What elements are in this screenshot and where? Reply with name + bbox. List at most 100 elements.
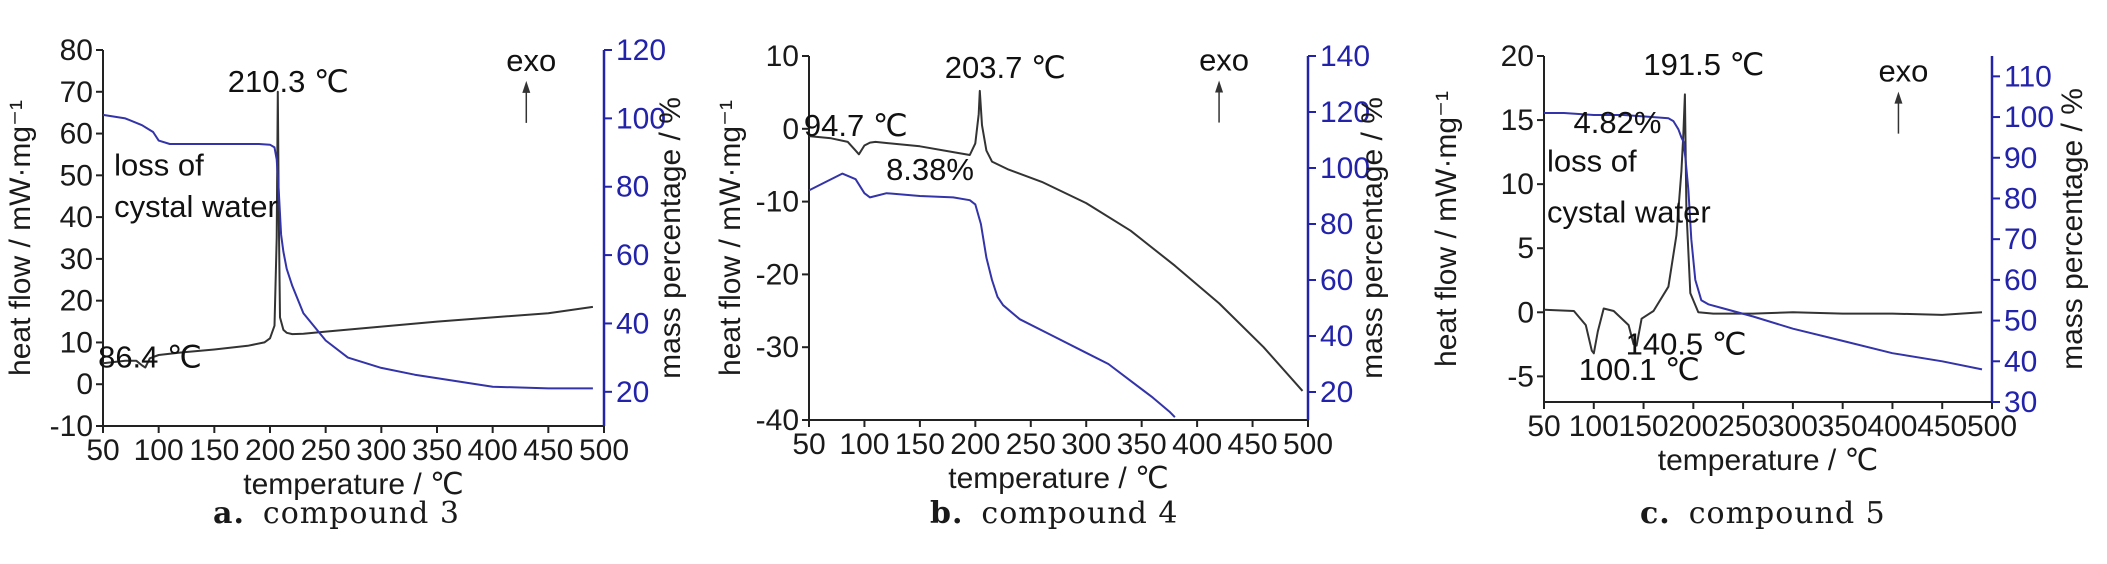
annotation-label: exo <box>1878 54 1928 89</box>
caption-text-a: compound 3 <box>262 496 460 531</box>
chart-panel-b: 50 100 150 200 250 300 350 400 450 500 -40 -30 -20 -1… <box>700 0 1400 564</box>
annotation-label: 203.7 ℃ <box>945 50 1066 85</box>
y-tick-label: -10 <box>50 410 93 443</box>
annotation-label: 100.1 ℃ <box>1579 352 1700 387</box>
x-tick-label: 200 <box>245 434 295 467</box>
y-tick-label: 15 <box>1501 104 1534 137</box>
y-right-tick-label: 40 <box>1320 320 1353 353</box>
y-right-tick-label: 80 <box>2004 182 2037 215</box>
annotation-label: 210.3 ℃ <box>228 64 349 99</box>
y-tick-label: 40 <box>60 201 93 234</box>
y-tick-label: -30 <box>756 331 799 364</box>
annotation-label: 94.7 ℃ <box>804 108 908 143</box>
exo-arrowhead-icon <box>522 80 531 93</box>
y-tick-label: 0 <box>782 113 799 146</box>
x-tick-label: 400 <box>1867 410 1917 443</box>
chart-c-svg: 50 100 150 200 250 300 350 400 450 500-5051015203… <box>1430 40 2089 477</box>
x-axis-label: temperature / ℃ <box>948 462 1168 495</box>
y-right-tick-label: 80 <box>616 171 649 204</box>
y-right-tick-label: 100 <box>1320 152 1370 185</box>
x-tick-label: 150 <box>1619 410 1669 443</box>
annotation-label: 4.82% <box>1574 105 1662 140</box>
caption-c: c. compound 5 <box>1640 496 1886 531</box>
y-tick-label: 10 <box>1501 168 1534 201</box>
y-tick-label: 10 <box>60 326 93 359</box>
y-right-tick-label: 100 <box>2004 101 2054 134</box>
annotation-label: 8.38% <box>886 152 974 187</box>
y-axis-label: heat flow / mW·mg⁻¹ <box>1430 91 1463 367</box>
y-right-axis-label: mass percentage / % <box>1356 97 1389 379</box>
y-right-tick-label: 110 <box>2004 60 2052 93</box>
x-tick-label: 450 <box>1228 428 1278 461</box>
x-tick-label: 500 <box>1283 428 1333 461</box>
dsc-heat-flow-curve <box>102 90 594 369</box>
annotation-label: 86.4 ℃ <box>98 340 202 375</box>
dsc-heat-flow-curve <box>808 89 1304 392</box>
y-tick-label: 0 <box>76 368 93 401</box>
caption-a: a. compound 3 <box>213 496 460 531</box>
x-tick-label: 400 <box>1172 428 1222 461</box>
x-tick-label: 200 <box>950 428 1000 461</box>
y-tick-label: 60 <box>60 118 93 151</box>
y-axis-label: heat flow / mW·mg⁻¹ <box>4 100 37 376</box>
x-tick-label: 200 <box>1668 410 1718 443</box>
chart-panel-a: 50 100 150 200 250 300 350 400 450 500 -10 0 10 20 30 4… <box>0 0 700 564</box>
dsc-heat-flow-curve <box>1543 93 1983 355</box>
y-right-tick-label: 140 <box>1320 40 1370 73</box>
panel-label-a: a. <box>213 496 245 531</box>
y-right-tick-label: 80 <box>1320 208 1353 241</box>
x-tick-label: 500 <box>579 434 629 467</box>
x-tick-label: 450 <box>523 434 573 467</box>
annotation-label: exo <box>506 43 556 78</box>
x-tick-label: 450 <box>1917 410 1967 443</box>
x-tick-label: 100 <box>1569 410 1619 443</box>
exo-arrowhead-icon <box>1215 80 1224 93</box>
y-right-tick-label: 120 <box>1320 96 1370 129</box>
x-tick-label: 300 <box>1768 410 1818 443</box>
panel-label-b: b. <box>930 496 964 531</box>
y-tick-label: -5 <box>1507 360 1534 393</box>
x-tick-label: 250 <box>1006 428 1056 461</box>
y-right-tick-label: 20 <box>616 376 649 409</box>
y-right-tick-label: 40 <box>616 307 649 340</box>
chart-panel-c: 50 100 150 200 250 300 350 400 450 500 -5 0 5 10 15 20 3… <box>1400 0 2107 564</box>
x-axis-label: temperature / ℃ <box>1658 444 1878 477</box>
y-tick-label: 20 <box>1501 40 1534 73</box>
annotation-label: cystal water <box>114 189 278 224</box>
y-right-tick-label: 70 <box>2004 223 2037 256</box>
y-tick-label: 30 <box>60 243 93 276</box>
x-tick-label: 100 <box>134 434 184 467</box>
y-right-tick-label: 90 <box>2004 142 2037 175</box>
y-right-tick-label: 100 <box>616 102 666 135</box>
y-right-tick-label: 40 <box>2004 345 2037 378</box>
annotation-label: exo <box>1199 43 1249 78</box>
y-tick-label: 0 <box>1517 296 1534 329</box>
x-tick-label: 500 <box>1967 410 2017 443</box>
y-tick-label: -40 <box>756 404 799 437</box>
x-tick-label: 50 <box>792 428 825 461</box>
y-right-tick-label: 60 <box>2004 264 2037 297</box>
annotation-label: loss of <box>114 147 204 182</box>
y-right-tick-label: 50 <box>2004 305 2037 338</box>
panel-label-c: c. <box>1640 496 1671 531</box>
x-tick-label: 150 <box>895 428 945 461</box>
y-tick-label: -20 <box>756 258 799 291</box>
x-tick-label: 400 <box>468 434 518 467</box>
x-tick-label: 350 <box>412 434 462 467</box>
y-tick-label: 80 <box>60 34 93 67</box>
x-tick-label: 50 <box>1527 410 1560 443</box>
annotation-label: cystal water <box>1547 195 1711 230</box>
chart-a-svg: 50 100 150 200 250 300 350 400 450 500-1001020304… <box>4 34 687 501</box>
caption-text-b: compound 4 <box>981 496 1179 531</box>
y-right-axis-label: mass percentage / % <box>654 97 687 379</box>
y-axis-label: heat flow / mW·mg⁻¹ <box>714 100 747 376</box>
y-tick-label: 70 <box>60 76 93 109</box>
y-tick-label: 20 <box>60 285 93 318</box>
x-tick-label: 350 <box>1117 428 1167 461</box>
y-right-axis-label: mass percentage / % <box>2056 88 2089 370</box>
exo-arrowhead-icon <box>1894 91 1903 104</box>
annotation-label: 191.5 ℃ <box>1643 47 1764 82</box>
x-tick-label: 300 <box>1061 428 1111 461</box>
y-right-tick-label: 120 <box>616 34 666 67</box>
tg-mass-curve <box>1544 112 1983 371</box>
